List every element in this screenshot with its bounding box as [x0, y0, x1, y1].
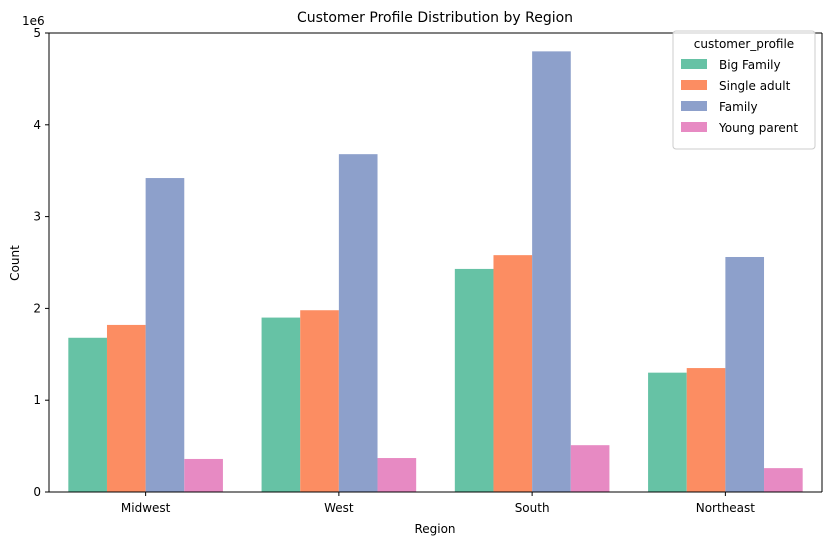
y-scale-label: 1e6 — [22, 14, 45, 28]
bar-family-south — [532, 51, 571, 493]
legend-box — [672, 30, 816, 150]
legend-swatch — [681, 59, 707, 69]
bar-young-parent-west — [377, 458, 417, 492]
y-tick-label: 1 — [33, 393, 41, 407]
y-tick-label: 0 — [33, 485, 41, 499]
x-tick-label: West — [324, 501, 354, 515]
y-axis-label: Count — [8, 245, 22, 281]
bar-family-northeast — [725, 256, 765, 492]
y-tick-label: 4 — [33, 118, 41, 132]
legend: customer_profile Big Family Single adult Fa… — [672, 30, 816, 150]
bar-young-parent-midwest — [184, 458, 223, 492]
bar-big-family-northeast — [648, 372, 687, 492]
legend-title: customer_profile — [694, 37, 794, 51]
x-tick-label: South — [515, 501, 550, 515]
bar-family-west — [338, 154, 378, 492]
bar-big-family-midwest — [68, 337, 107, 492]
bar-young-parent-northeast — [764, 468, 803, 492]
legend-label: Single adult — [719, 79, 791, 93]
bar-young-parent-south — [570, 445, 610, 492]
bar-family-midwest — [145, 178, 185, 492]
y-tick-label: 3 — [33, 210, 41, 224]
legend-label: Family — [719, 100, 758, 114]
chart-title: Customer Profile Distribution by Region — [297, 10, 573, 26]
bar-single-adult-south — [493, 255, 533, 492]
y-tick-label: 5 — [33, 26, 41, 40]
bar-single-adult-northeast — [686, 368, 726, 492]
legend-swatch — [681, 101, 707, 111]
x-tick-label: Northeast — [696, 501, 756, 515]
bar-single-adult-midwest — [106, 324, 146, 492]
y-tick-label: 2 — [33, 301, 41, 315]
bar-big-family-south — [454, 268, 494, 492]
legend-label: Big Family — [719, 58, 781, 72]
x-axis-label: Region — [414, 522, 455, 536]
plot-area: 0 1 2 3 4 5 Midwest West South Northeast — [33, 26, 823, 515]
legend-swatch — [681, 122, 707, 132]
legend-swatch — [681, 80, 707, 90]
bar-big-family-west — [261, 317, 301, 492]
bar-single-adult-west — [300, 310, 339, 492]
x-tick-label: Midwest — [121, 501, 171, 515]
legend-label: Young parent — [718, 121, 798, 135]
